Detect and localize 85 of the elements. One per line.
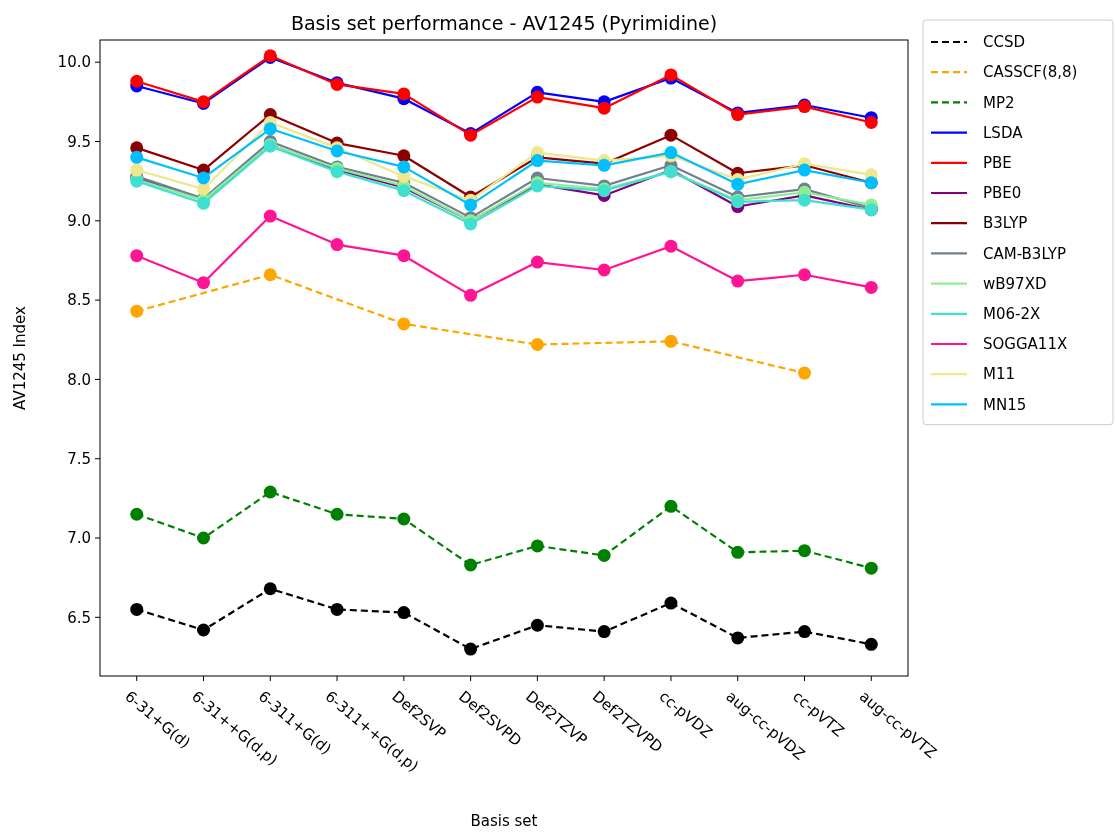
point — [597, 548, 611, 562]
point — [130, 602, 144, 616]
point — [397, 512, 411, 526]
point — [263, 122, 277, 136]
legend-label: CCSD — [983, 33, 1026, 52]
y-tick-label: 6.5 — [67, 608, 91, 627]
legend-label: wB97XD — [983, 274, 1047, 293]
point — [798, 366, 811, 380]
point — [731, 631, 745, 645]
legend-label: LSDA — [983, 123, 1024, 142]
point — [798, 625, 811, 639]
y-tick-label: 9.0 — [67, 212, 91, 231]
point — [664, 239, 678, 253]
point — [130, 163, 144, 177]
point — [464, 558, 478, 572]
point — [864, 637, 878, 651]
point — [330, 602, 344, 616]
point — [197, 623, 210, 637]
point — [397, 149, 411, 163]
point — [664, 596, 678, 610]
point — [130, 304, 144, 318]
point — [263, 268, 277, 282]
y-tick-label: 7.0 — [67, 529, 91, 548]
point — [530, 618, 544, 632]
point — [263, 485, 277, 499]
point — [530, 154, 544, 168]
point — [530, 90, 544, 104]
point — [798, 163, 811, 177]
point — [330, 238, 344, 252]
point — [397, 87, 411, 101]
y-tick-label: 8.0 — [67, 370, 91, 389]
point — [798, 193, 811, 207]
legend-label: SOGGA11X — [983, 335, 1068, 354]
point — [397, 160, 411, 174]
legend-label: CASSCF(8,8) — [983, 63, 1078, 82]
point — [597, 101, 611, 115]
point — [864, 115, 878, 129]
point — [330, 507, 344, 521]
y-tick-label: 9.5 — [67, 132, 91, 151]
point — [597, 263, 611, 277]
x-axis-title: Basis set — [470, 812, 538, 830]
point — [464, 288, 478, 302]
point — [597, 625, 611, 639]
y-tick-label: 10.0 — [57, 53, 91, 72]
point — [197, 182, 210, 196]
point — [197, 276, 210, 290]
point — [731, 545, 745, 559]
point — [664, 334, 678, 348]
point — [798, 544, 811, 558]
point — [664, 499, 678, 513]
legend-label: M06-2X — [983, 305, 1041, 324]
legend-label: MN15 — [983, 395, 1027, 414]
y-tick-label: 7.5 — [67, 449, 91, 468]
point — [130, 150, 144, 164]
point — [864, 561, 878, 575]
point — [530, 539, 544, 553]
point — [864, 280, 878, 294]
point — [197, 531, 210, 545]
point — [530, 255, 544, 269]
point — [464, 642, 478, 656]
legend-label: B3LYP — [983, 214, 1028, 233]
point — [798, 268, 811, 282]
point — [130, 74, 144, 88]
y-tick-label: 8.5 — [67, 291, 91, 310]
point — [397, 317, 411, 331]
y-axis-title: AV1245 Index — [11, 305, 29, 410]
legend-label: PBE — [983, 154, 1012, 173]
legend-label: MP2 — [983, 93, 1015, 112]
point — [731, 274, 745, 288]
chart-title: Basis set performance - AV1245 (Pyrimidine) — [290, 12, 718, 34]
legend-label: PBE0 — [983, 184, 1022, 203]
point — [263, 582, 277, 596]
point — [397, 249, 411, 263]
point — [664, 128, 678, 142]
point — [130, 249, 144, 263]
point — [530, 338, 544, 352]
point — [731, 177, 745, 191]
legend-label: M11 — [983, 365, 1016, 384]
point — [464, 198, 478, 212]
point — [130, 507, 144, 521]
legend-label: CAM-B3LYP — [983, 244, 1066, 263]
point — [397, 606, 411, 620]
point — [263, 209, 277, 223]
point — [197, 171, 210, 185]
point — [397, 184, 411, 198]
